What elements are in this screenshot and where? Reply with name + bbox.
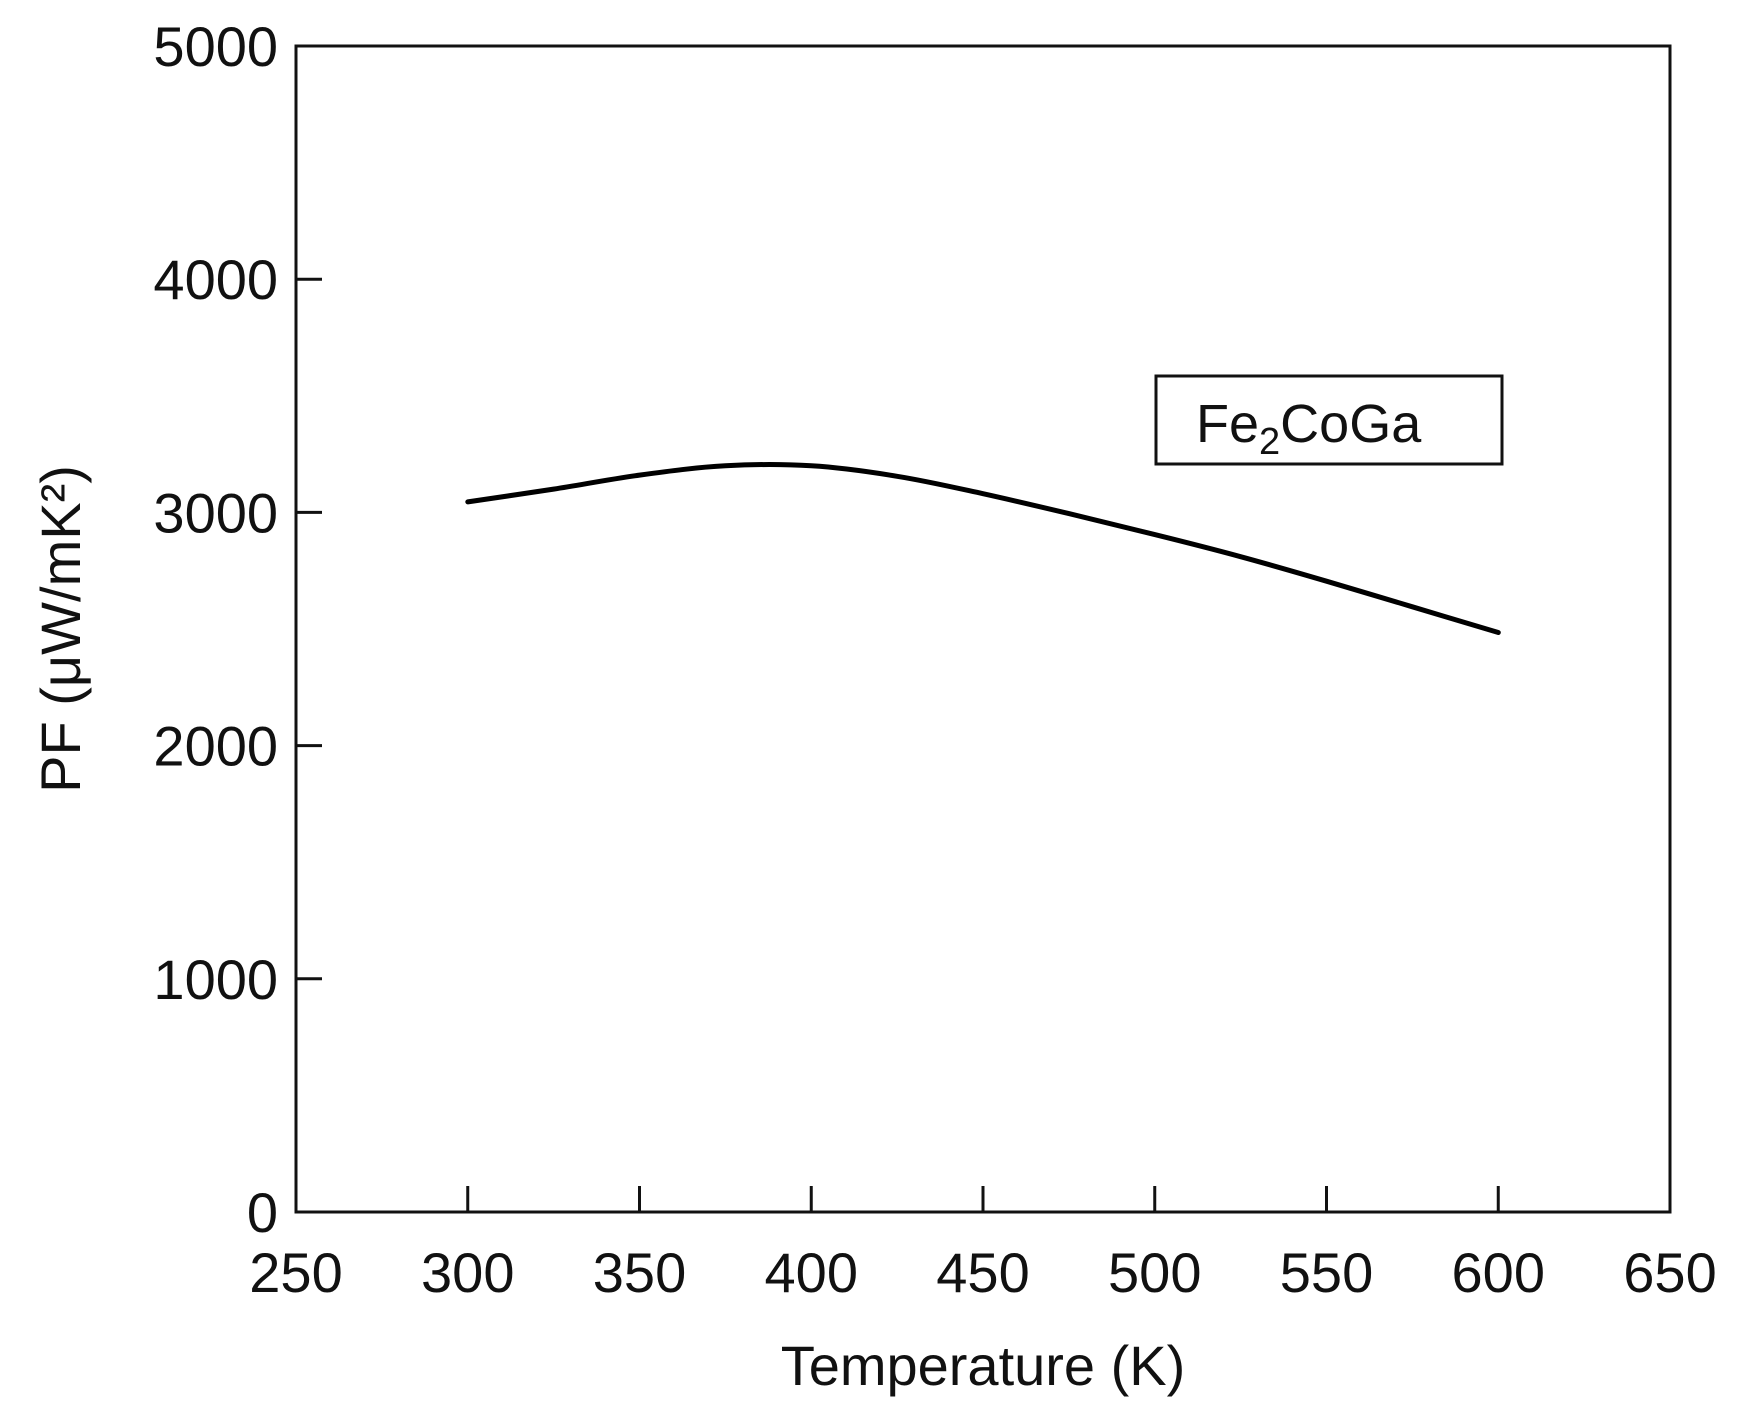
- series-line-fe2coga: [465, 462, 1501, 635]
- legend: Fe2CoGa: [1154, 374, 1504, 466]
- legend-label-base: Fe: [1196, 394, 1259, 454]
- y-tick-label-3000: 3000: [153, 481, 278, 544]
- x-tick-label-600: 600: [1452, 1241, 1545, 1304]
- x-axis-title: Temperature (K): [781, 1334, 1186, 1397]
- legend-label-subscript: 2: [1259, 421, 1280, 463]
- y-tick-labels: 0 1000 2000 3000 4000 5000: [153, 15, 278, 1244]
- y-tick-label-4000: 4000: [153, 248, 278, 311]
- y-tick-label-1000: 1000: [153, 948, 278, 1011]
- x-tick-label-450: 450: [936, 1241, 1029, 1304]
- x-tick-label-550: 550: [1280, 1241, 1373, 1304]
- legend-label: Fe2CoGa: [1196, 394, 1422, 463]
- x-tick-label-350: 350: [593, 1241, 686, 1304]
- x-tick-label-500: 500: [1108, 1241, 1201, 1304]
- y-tick-label-5000: 5000: [153, 15, 278, 78]
- x-tick-label-400: 400: [765, 1241, 858, 1304]
- y-axis-title: PF (μW/mK²): [29, 465, 92, 793]
- y-tick-label-2000: 2000: [153, 715, 278, 778]
- x-ticks: [294, 1186, 1672, 1212]
- legend-box: [1154, 374, 1504, 466]
- x-tick-label-650: 650: [1623, 1241, 1716, 1304]
- plot-frame: [294, 44, 1672, 1214]
- legend-label-rest: CoGa: [1280, 394, 1422, 454]
- x-tick-labels: 250 300 350 400 450 500 550 600 650: [249, 1241, 1716, 1304]
- x-tick-label-300: 300: [421, 1241, 514, 1304]
- y-ticks: [296, 44, 322, 1214]
- x-tick-label-250: 250: [249, 1241, 342, 1304]
- y-tick-label-0: 0: [247, 1181, 278, 1244]
